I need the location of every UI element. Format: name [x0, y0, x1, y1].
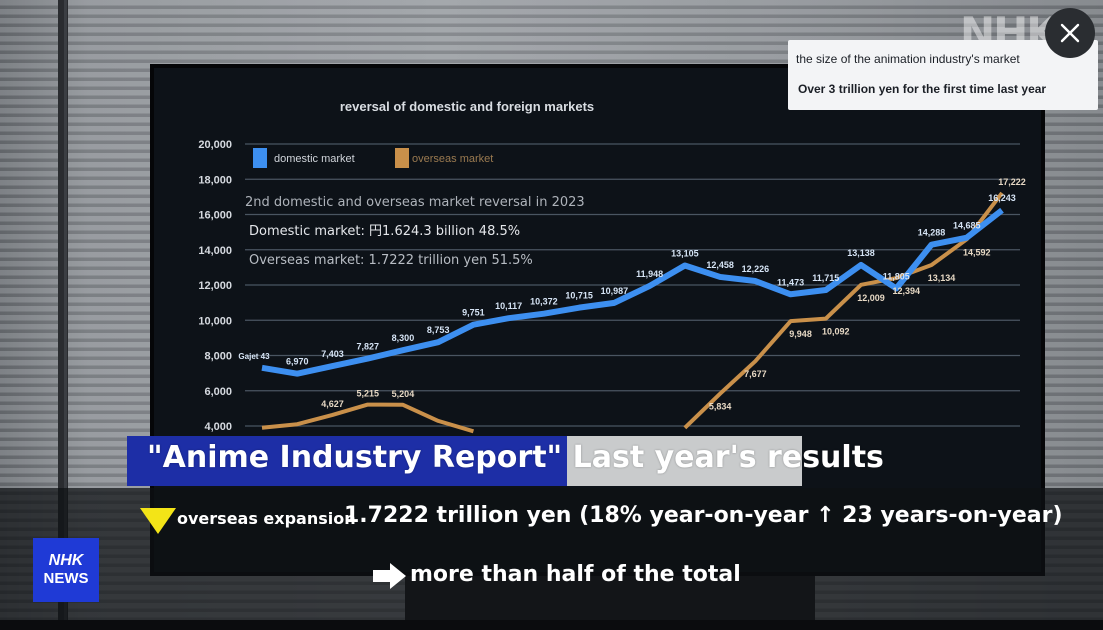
nhk-logo-line-1: NHK — [48, 552, 84, 569]
overseas-data-label: 17,222 — [998, 177, 1026, 187]
triangle-down-icon — [140, 508, 176, 534]
domestic-data-label: 10,715 — [565, 291, 593, 301]
overseas-data-label: 14,592 — [963, 247, 991, 257]
overseas-market-line — [683, 191, 1004, 430]
domestic-data-label: 6,970 — [286, 357, 309, 367]
overseas-data-label: 4,627 — [321, 399, 344, 409]
legend-swatch-overseas — [395, 148, 409, 168]
subtitle-prefix: overseas expansion — [177, 509, 356, 528]
overseas-data-label: 7,677 — [744, 369, 767, 379]
domestic-data-label: 7,827 — [356, 342, 379, 352]
y-tick-label: 6,000 — [204, 386, 232, 398]
domestic-data-label: 12,458 — [706, 260, 734, 270]
overseas-data-label: 5,204 — [392, 389, 415, 399]
subtitle-main: 1.7222 trillion yen (18% year-on-year ↑ … — [344, 503, 1063, 528]
domestic-data-label: 10,117 — [495, 301, 522, 311]
chart-legend: domestic market overseas market — [253, 148, 493, 168]
topic-card: the size of the animation industry's mar… — [788, 40, 1098, 110]
domestic-market-line — [261, 207, 1004, 377]
overseas-data-label: 13,134 — [928, 273, 956, 283]
y-axis-ticks: 4,000 6,000 8,000 10,000 12,000 14,000 16,000 1… — [198, 139, 232, 433]
y-tick-label: 18,000 — [198, 174, 232, 186]
chart-title: reversal of domestic and foreign markets — [340, 99, 594, 114]
domestic-data-label: 9,751 — [462, 308, 485, 318]
y-tick-label: 16,000 — [198, 210, 232, 222]
y-tick-label: 8,000 — [204, 351, 232, 363]
topic-line-1: the size of the animation industry's mar… — [796, 52, 1020, 66]
y-tick-label: 10,000 — [198, 315, 232, 327]
domestic-data-label: 13,105 — [671, 249, 699, 259]
domestic-data-label: 10,372 — [530, 297, 558, 307]
arrow-right-icon — [373, 563, 406, 589]
legend-swatch-domestic — [253, 148, 267, 168]
annotation-domestic: Domestic market: 円1.624.3 billion 48.5% — [249, 224, 520, 239]
overseas-data-label: 12,394 — [893, 286, 921, 296]
subtitle-second: more than half of the total — [410, 562, 741, 587]
domestic-data-label: 12,226 — [742, 264, 770, 274]
legend-label-domestic: domestic market — [274, 153, 355, 165]
nhk-news-logo: NHK NEWS — [33, 538, 99, 602]
headline-highlight — [567, 436, 802, 486]
domestic-data-label: 11,948 — [636, 269, 663, 279]
bottom-edge — [0, 620, 1103, 630]
domestic-data-label: Gajet 43 — [238, 352, 270, 361]
annotation-overseas: Overseas market: 1.7222 trillion yen 51.… — [249, 253, 533, 268]
studio-pole-highlight — [64, 0, 67, 630]
domestic-data-label: 11,715 — [812, 273, 839, 283]
overseas-data-label: 12,009 — [857, 293, 885, 303]
domestic-data-label: 13,138 — [847, 248, 875, 258]
overseas-data-label: 5,215 — [356, 389, 379, 399]
headline-bar — [127, 436, 567, 486]
studio-pole — [58, 0, 68, 630]
overseas-data-label: 5,834 — [709, 402, 732, 412]
market-chart: reversal of domestic and foreign markets… — [198, 99, 1026, 434]
domestic-data-label: 7,403 — [321, 349, 344, 359]
nhk-logo-line-2: NEWS — [43, 570, 89, 587]
y-tick-label: 20,000 — [198, 139, 232, 151]
legend-label-overseas: overseas market — [412, 153, 493, 165]
domestic-data-label: 14,288 — [918, 228, 946, 238]
domestic-data-label: 10,987 — [601, 286, 629, 296]
domestic-data-label: 16,243 — [988, 193, 1016, 203]
chart-series: Gajet 43 6,970 7,403 7,827 8,300 8,753 9,751 10… — [238, 177, 1026, 434]
domestic-data-label: 14,685 — [953, 221, 981, 231]
y-tick-label: 14,000 — [198, 245, 232, 257]
chart-grid — [245, 143, 1020, 427]
domestic-data-label: 11,473 — [777, 277, 804, 287]
close-icon — [1060, 23, 1080, 43]
y-tick-label: 4,000 — [204, 421, 232, 433]
caption-band — [0, 488, 1103, 620]
domestic-data-label: 11,805 — [883, 271, 910, 281]
close-button[interactable] — [1045, 8, 1095, 58]
topic-line-2: Over 3 trillion yen for the first time l… — [798, 82, 1047, 96]
domestic-data-label: 8,753 — [427, 325, 450, 335]
overseas-market-line — [261, 402, 474, 434]
domestic-data-label: 8,300 — [392, 333, 415, 343]
annotation-heading: 2nd domestic and overseas market reversa… — [245, 195, 585, 210]
headline-text: "Anime Industry Report" Last year's resu… — [147, 440, 884, 475]
y-tick-label: 12,000 — [198, 280, 232, 292]
overseas-data-label: 10,092 — [822, 327, 850, 337]
overseas-data-label: 9,948 — [789, 329, 812, 339]
